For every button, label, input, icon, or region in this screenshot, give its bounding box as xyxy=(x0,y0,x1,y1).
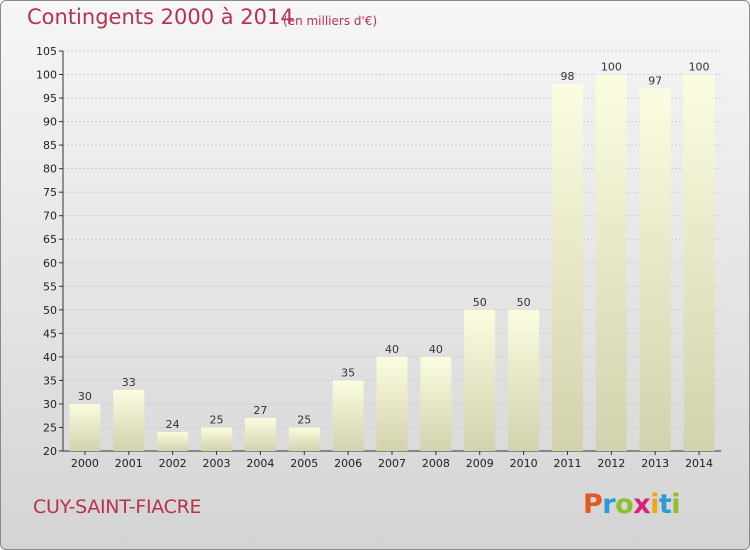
x-tick-label-2005: 2005 xyxy=(290,457,318,470)
value-label-2004: 27 xyxy=(253,404,267,417)
x-tick-label-2009: 2009 xyxy=(466,457,494,470)
y-tick-label: 65 xyxy=(43,233,57,246)
value-label-2005: 25 xyxy=(297,413,311,426)
proxiti-logo: Proxiti xyxy=(583,489,681,520)
bar-2012 xyxy=(595,74,627,451)
bar-2014 xyxy=(683,74,715,451)
x-tick-label-2012: 2012 xyxy=(597,457,625,470)
x-tick-label-2008: 2008 xyxy=(422,457,450,470)
x-tick-label-2001: 2001 xyxy=(115,457,143,470)
y-tick-label: 30 xyxy=(43,398,57,411)
x-tick-label-2006: 2006 xyxy=(334,457,362,470)
x-tick-label-2011: 2011 xyxy=(553,457,581,470)
y-tick-label: 55 xyxy=(43,280,57,293)
bar-2005 xyxy=(288,427,320,451)
y-tick-label: 70 xyxy=(43,210,57,223)
y-tick-label: 40 xyxy=(43,351,57,364)
y-tick-label: 25 xyxy=(43,421,57,434)
x-tick-label-2007: 2007 xyxy=(378,457,406,470)
y-tick-label: 100 xyxy=(36,69,57,82)
bar-2000 xyxy=(69,403,101,451)
chart-title: Contingents 2000 à 2014 xyxy=(27,5,294,29)
y-tick-label: 80 xyxy=(43,163,57,176)
value-label-2014: 100 xyxy=(689,61,710,74)
y-tick-label: 20 xyxy=(43,445,57,458)
y-tick-label: 90 xyxy=(43,116,57,129)
value-label-2002: 24 xyxy=(166,418,180,431)
bar-2003 xyxy=(201,427,233,451)
y-tick-label: 85 xyxy=(43,139,57,152)
x-tick-label-2002: 2002 xyxy=(159,457,187,470)
y-tick-label: 75 xyxy=(43,186,57,199)
bar-2013 xyxy=(639,88,671,451)
value-label-2013: 97 xyxy=(648,75,662,88)
value-label-2006: 35 xyxy=(341,366,355,379)
bar-2001 xyxy=(113,389,145,451)
bar-2011 xyxy=(551,83,583,452)
bar-2010 xyxy=(508,309,540,451)
bar-2008 xyxy=(420,356,452,451)
x-tick-label-2013: 2013 xyxy=(641,457,669,470)
y-tick-label: 60 xyxy=(43,257,57,270)
bar-2009 xyxy=(464,309,496,451)
value-label-2010: 50 xyxy=(517,296,531,309)
bar-2006 xyxy=(332,380,364,451)
x-tick-label-2010: 2010 xyxy=(510,457,538,470)
value-label-2009: 50 xyxy=(473,296,487,309)
y-tick-label: 50 xyxy=(43,304,57,317)
y-tick-label: 35 xyxy=(43,374,57,387)
value-label-2003: 25 xyxy=(210,413,224,426)
chart-subtitle: (en milliers d'€) xyxy=(283,14,378,28)
x-tick-label-2004: 2004 xyxy=(246,457,274,470)
y-tick-label: 45 xyxy=(43,327,57,340)
y-tick-label: 105 xyxy=(36,45,57,58)
x-tick-label-2000: 2000 xyxy=(71,457,99,470)
bar-2007 xyxy=(376,356,408,451)
value-label-2011: 98 xyxy=(560,70,574,83)
bar-2002 xyxy=(157,432,189,451)
commune-name: CUY-SAINT-FIACRE xyxy=(33,496,202,518)
x-tick-label-2003: 2003 xyxy=(203,457,231,470)
y-tick-label: 95 xyxy=(43,92,57,105)
value-label-2007: 40 xyxy=(385,343,399,356)
value-label-2012: 100 xyxy=(601,61,622,74)
bar-2004 xyxy=(244,418,276,451)
value-label-2008: 40 xyxy=(429,343,443,356)
value-label-2001: 33 xyxy=(122,376,136,389)
x-tick-label-2014: 2014 xyxy=(685,457,713,470)
value-label-2000: 30 xyxy=(78,390,92,403)
